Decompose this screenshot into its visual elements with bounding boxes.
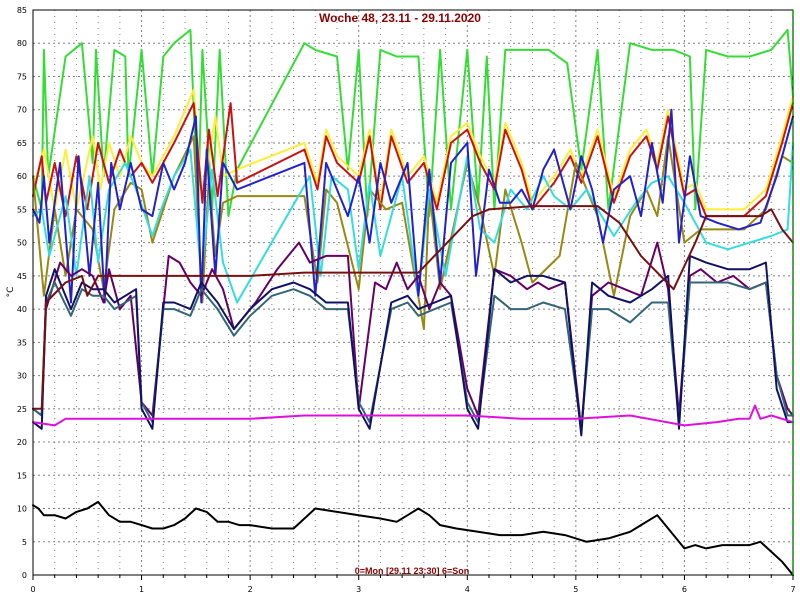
chart-title: Woche 48, 23.11 - 29.11.2020 xyxy=(319,11,481,25)
x-tick-label: 2 xyxy=(248,585,253,594)
series-line-8 xyxy=(32,254,794,437)
y-tick-label: 30 xyxy=(17,372,27,381)
y-axis-label: °C xyxy=(6,287,16,298)
y-tick-label: 25 xyxy=(17,405,27,414)
y-tick-label: 5 xyxy=(22,538,27,547)
series-line-4 xyxy=(32,141,794,304)
y-tick-label: 75 xyxy=(17,72,27,81)
y-tick-label: 65 xyxy=(17,139,27,148)
series-line-5 xyxy=(32,108,794,304)
series-line-10 xyxy=(32,205,794,410)
x-tick-label: 0 xyxy=(30,585,35,594)
series-lines xyxy=(32,28,794,576)
x-tick-label: 1 xyxy=(139,585,144,594)
y-tick-label: 85 xyxy=(17,6,27,15)
x-tick-label: 3 xyxy=(356,585,361,594)
y-tick-label: 55 xyxy=(17,205,27,214)
x-tick-label: 5 xyxy=(573,585,578,594)
y-tick-label: 70 xyxy=(17,106,27,115)
y-tick-label: 35 xyxy=(17,338,27,347)
y-tick-label: 45 xyxy=(17,272,27,281)
grid-lines xyxy=(32,9,794,576)
x-axis-ticks: 0 1 2 3 4 5 6 7 xyxy=(30,575,796,594)
y-tick-label: 40 xyxy=(17,305,27,314)
series-line-11 xyxy=(32,500,794,576)
x-tick-label: 6 xyxy=(682,585,687,594)
y-axis-ticks: 0 5 10 15 20 25 30 35 40 45 50 55 60 65 70 75 80 85 xyxy=(17,6,27,580)
y-tick-label: 0 xyxy=(22,571,27,580)
series-line-1 xyxy=(32,88,794,211)
series-line-0 xyxy=(32,28,794,218)
y-tick-label: 10 xyxy=(17,505,27,514)
series-line-9 xyxy=(32,404,794,427)
x-tick-label: 4 xyxy=(465,585,470,594)
y-tick-label: 50 xyxy=(17,239,27,248)
plot-frame xyxy=(32,9,794,576)
y-tick-label: 80 xyxy=(17,39,27,48)
x-tick-label: 7 xyxy=(790,585,795,594)
chart-subtitle: 0=Mon [29.11 23:30] 6=Son xyxy=(355,566,470,576)
y-tick-label: 20 xyxy=(17,438,27,447)
y-tick-label: 15 xyxy=(17,471,27,480)
y-tick-label: 60 xyxy=(17,172,27,181)
